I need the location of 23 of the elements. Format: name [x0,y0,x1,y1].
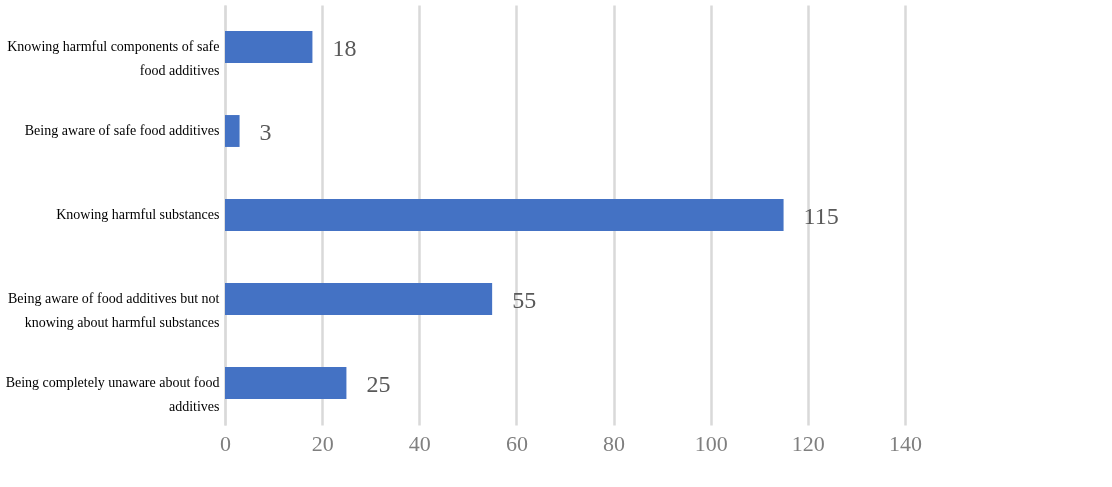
x-tick-label: 20 [311,430,334,456]
bar [225,115,240,147]
x-tick-label: 140 [889,430,922,456]
y-tick-label: Being completely unaware about food additives [5,375,220,414]
y-tick-label: Being aware of safe food additives [24,123,220,138]
data-label: 25 [366,371,391,397]
y-tick-label: Knowing harmful components of safe food additives [7,39,220,78]
data-label: 115 [803,203,839,229]
x-tick-label: 80 [603,430,626,456]
y-tick-label: Knowing harmful substances [56,207,220,222]
bar [225,367,347,399]
x-tick-label: 0 [220,430,231,456]
data-label: 3 [259,119,272,145]
data-label: 18 [332,35,357,61]
x-tick-label: 40 [408,430,431,456]
x-tick-label: 60 [505,430,528,456]
y-tick-label: Being aware of food additives but not knowing about harmful substances [7,291,220,330]
bar [225,283,493,315]
x-tick-label: 100 [694,430,728,456]
bar [225,31,313,63]
bar [225,199,784,231]
x-tick-label: 120 [791,430,825,456]
data-label: 55 [512,287,537,313]
